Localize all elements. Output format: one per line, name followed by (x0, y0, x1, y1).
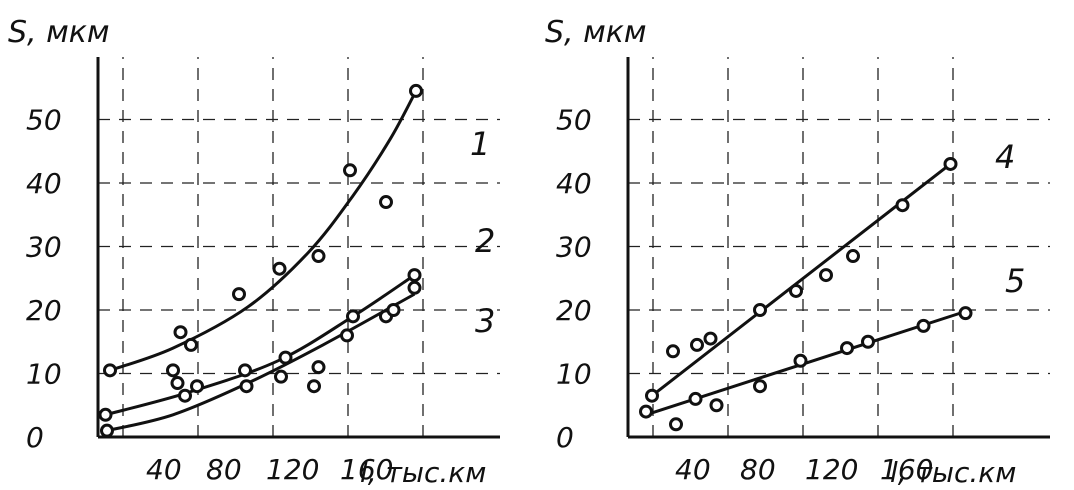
data-point-4 (943, 156, 958, 171)
data-point-1 (379, 195, 393, 210)
y-tick-label: 0 (26, 421, 44, 454)
data-point-2 (166, 363, 180, 378)
y-tick-label: 30 (556, 231, 592, 264)
data-point-5 (793, 353, 808, 368)
data-point-2 (190, 379, 204, 394)
data-point-4 (846, 249, 860, 264)
data-point-5 (958, 306, 973, 321)
data-point-1 (272, 261, 287, 276)
data-point-5 (669, 417, 683, 432)
y-tick-label: 40 (26, 167, 62, 200)
x-tick-label: 160 (880, 453, 933, 486)
data-point-4 (753, 303, 767, 317)
data-point-4 (645, 388, 659, 403)
y-tick-label: 40 (556, 167, 592, 200)
data-point-2 (307, 379, 321, 394)
data-point-4 (666, 344, 680, 359)
data-point-5 (639, 404, 653, 419)
x-tick-label: 80 (206, 453, 242, 486)
data-point-1 (173, 325, 188, 340)
chart-left: S, мкм l, тыс.км 0 10 20 30 40 50 40 80 120 160 1 2… (8, 15, 500, 489)
data-point-1 (103, 363, 117, 378)
series-line-1 (109, 90, 418, 372)
data-point-3 (340, 328, 354, 343)
data-point-5 (753, 379, 767, 394)
series-line-2 (105, 273, 416, 417)
data-point-2 (170, 376, 185, 391)
data-point-1 (409, 83, 423, 98)
x-tick-label: 40 (675, 453, 711, 486)
data-point-2 (346, 309, 360, 324)
series-label-1: 1 (470, 125, 490, 163)
data-point-5 (840, 341, 854, 356)
x-axis-label: l, тыс.км (360, 456, 486, 489)
y-tick-label: 30 (26, 231, 62, 264)
series-line-3 (106, 292, 416, 433)
chart-right: S, мкм l, тыс.км 0 10 20 30 40 50 40 80 120 160 4 5 (545, 15, 1050, 489)
data-point-3 (311, 360, 326, 375)
data-point-5 (861, 334, 875, 349)
data-point-2 (407, 268, 422, 283)
data-point-1 (311, 249, 326, 264)
data-point-3 (100, 423, 114, 438)
series-label-5: 5 (1005, 262, 1025, 300)
series-line-4 (651, 162, 952, 397)
x-axis-label: l, тыс.км (890, 456, 1016, 489)
series-label-4: 4 (995, 138, 1015, 176)
data-point-3 (407, 280, 422, 295)
data-point-4 (703, 331, 718, 346)
data-point-5 (688, 391, 703, 406)
data-point-4 (819, 268, 833, 283)
x-tick-label: 120 (805, 453, 858, 486)
data-point-5 (709, 398, 724, 413)
data-point-3 (386, 303, 401, 317)
data-point-4 (690, 337, 704, 352)
x-tick-label: 80 (740, 453, 776, 486)
y-tick-label: 20 (556, 294, 592, 327)
y-tick-label: 50 (556, 104, 592, 137)
y-axis-label: S, мкм (8, 15, 110, 50)
data-point-3 (239, 379, 254, 394)
data-point-2 (98, 407, 113, 422)
y-tick-label: 20 (26, 294, 62, 327)
data-point-5 (916, 318, 931, 333)
data-point-2 (238, 363, 252, 378)
y-tick-label: 10 (26, 358, 62, 391)
y-tick-label: 0 (556, 421, 574, 454)
data-point-1 (343, 163, 357, 178)
x-tick-label: 120 (266, 453, 319, 486)
y-axis-label: S, мкм (545, 15, 647, 50)
data-point-1 (184, 337, 198, 352)
data-point-2 (178, 388, 192, 403)
data-point-1 (232, 287, 246, 302)
y-tick-label: 50 (26, 104, 62, 137)
series-label-3: 3 (475, 302, 495, 340)
series-label-2: 2 (475, 222, 495, 260)
x-tick-label: 40 (146, 453, 182, 486)
data-point-4 (895, 198, 910, 213)
data-point-2 (274, 369, 288, 384)
series-line-5 (645, 308, 971, 417)
data-point-4 (789, 283, 803, 298)
x-tick-label: 160 (340, 453, 393, 486)
y-tick-label: 10 (556, 358, 592, 391)
